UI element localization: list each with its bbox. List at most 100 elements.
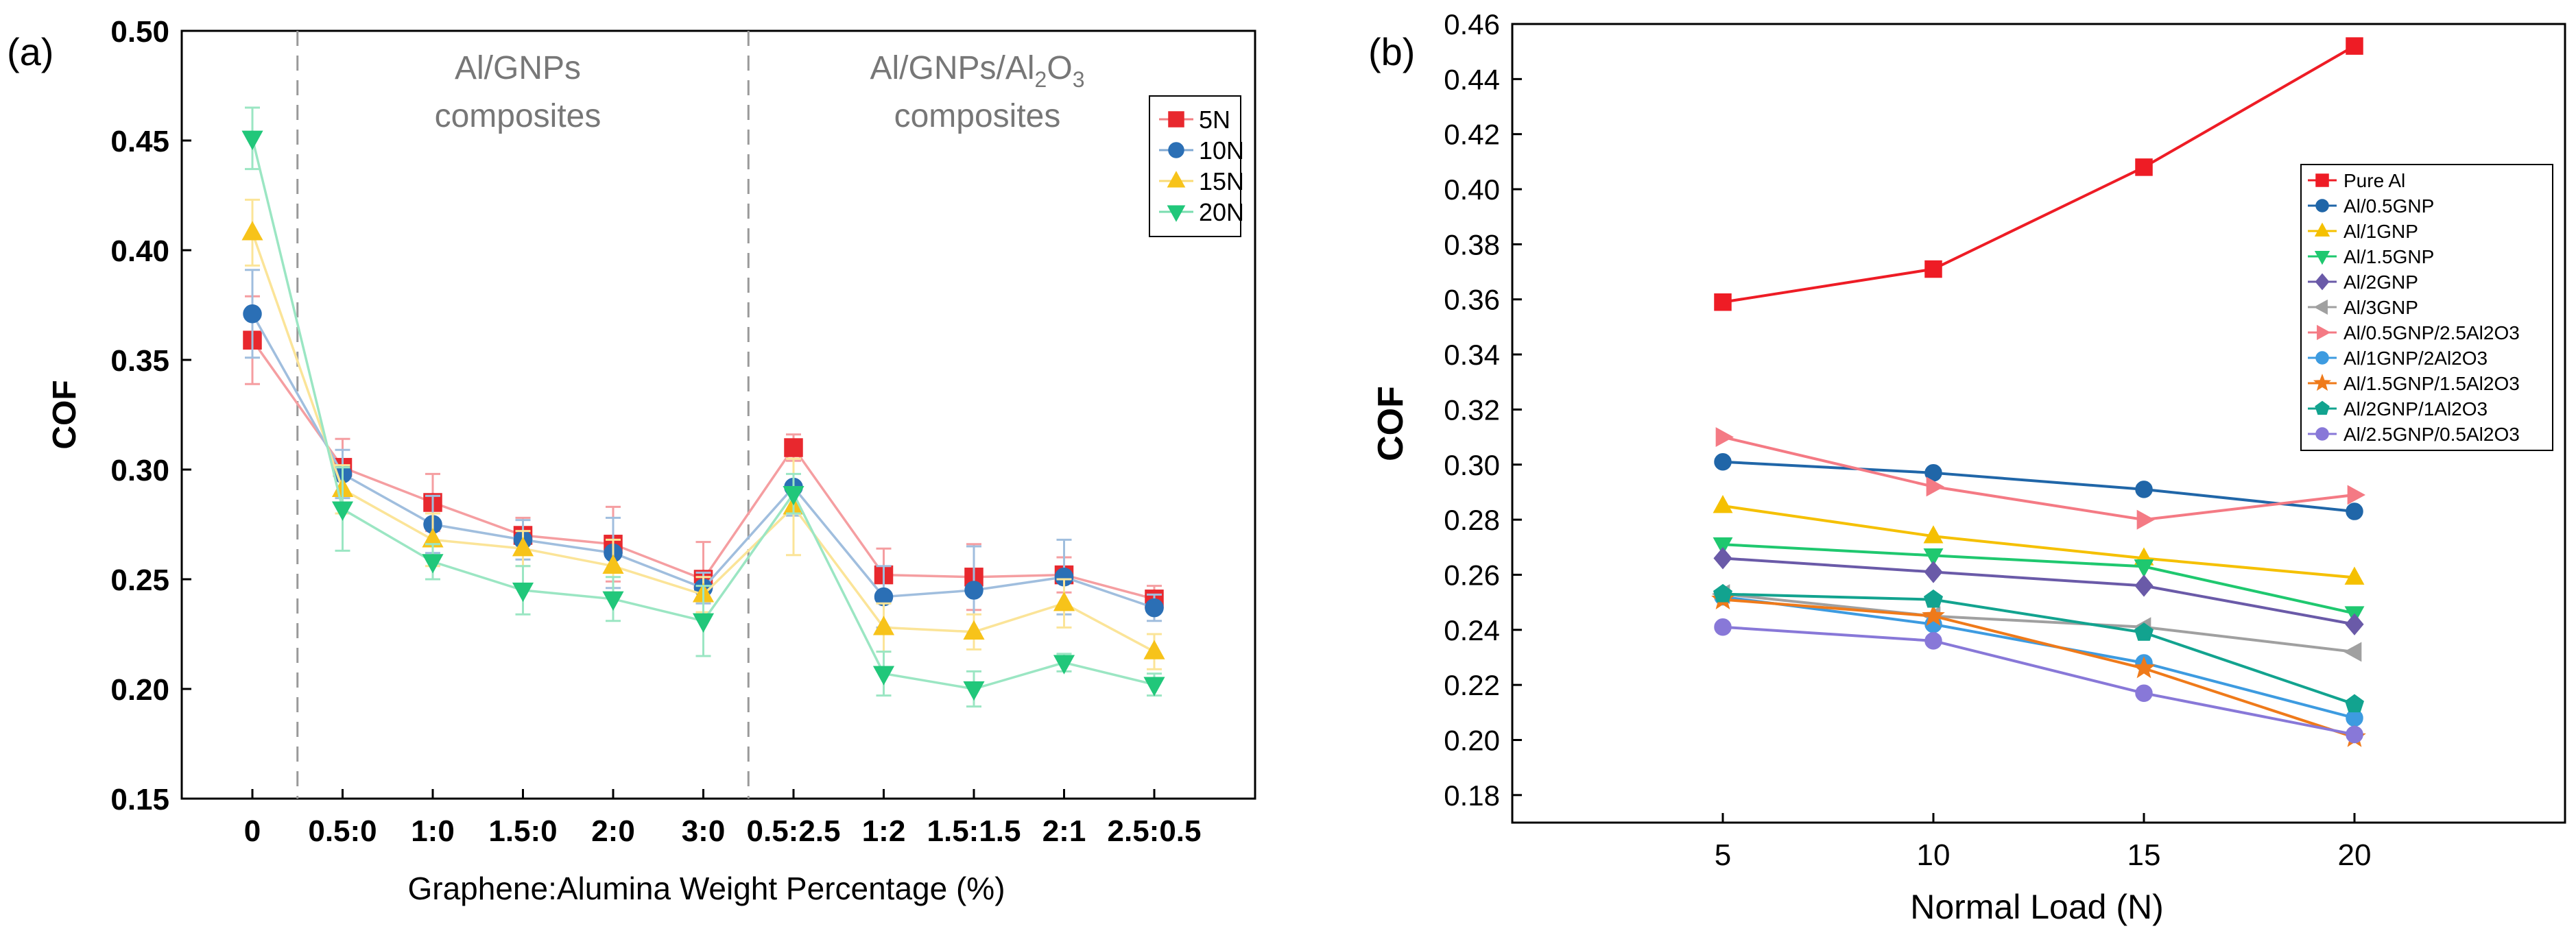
legend-marker (1167, 171, 1186, 188)
data-point (602, 554, 624, 574)
legend-label: Al/0.5GNP (2344, 195, 2434, 217)
data-point (1713, 495, 1733, 513)
y-tick-label-b: 0.34 (1444, 339, 1500, 371)
legend-item: Al/2GNP/1Al2O3 (2308, 398, 2488, 420)
y-tick-label-a: 0.35 (110, 344, 169, 378)
data-point (872, 616, 895, 635)
legend-label: Al/1.5GNP (2344, 246, 2434, 267)
legend-marker (2314, 251, 2330, 265)
data-point (1143, 677, 1165, 696)
data-point (2346, 37, 2363, 55)
x-tick-label-a: 1.5:0 (488, 814, 557, 848)
legend-item: 20N (1159, 198, 1244, 226)
x-tick-label-a: 2:1 (1042, 814, 1086, 848)
legend-marker (1167, 205, 1186, 222)
region-label-hybrid-line1: Al/GNPs/Al2O3 (870, 50, 1085, 92)
x-axis-ticks-a: 0 0.5:0 1:0 1.5:0 2:0 3:0 0.5:2.5 1:2 1.5:1.5 2:1… (244, 789, 1201, 848)
data-point (2344, 642, 2362, 662)
y-tick-label-b: 0.24 (1444, 614, 1500, 646)
data-point (1924, 260, 1942, 278)
y-tick-label-a: 0.15 (110, 783, 169, 816)
series-al-0-5gnp (1714, 452, 2363, 520)
series-group-a (241, 106, 1165, 708)
legend-label: Al/2GNP (2344, 271, 2418, 293)
region-label-hybrid-sub2: 3 (1073, 67, 1085, 92)
legend-item: Al/3GNP (2308, 297, 2418, 318)
y-tick-label-b: 0.40 (1444, 173, 1500, 206)
series-line (1722, 598, 2355, 739)
data-point (602, 591, 624, 611)
data-point (1924, 632, 1942, 650)
y-tick-label-b: 0.46 (1444, 8, 1500, 40)
data-point (2345, 613, 2364, 635)
data-point (2346, 725, 2363, 744)
legend-label: 10N (1199, 136, 1244, 165)
legend-label: Pure Al (2344, 170, 2405, 191)
legend-item: Al/1GNP/2Al2O3 (2308, 348, 2488, 369)
y-axis-label-a: COF (47, 380, 83, 449)
legend-label: 20N (1199, 198, 1244, 226)
series-al-2gnp (1713, 547, 2364, 635)
legend-label: Al/2GNP/1Al2O3 (2344, 398, 2488, 420)
series-al-0-5gnp-2-5al2o3 (1715, 427, 2365, 530)
legend-box-b (2300, 164, 2553, 451)
series-al-1gnp (1713, 495, 2365, 585)
series-pure-al (1714, 37, 2363, 311)
y-tick-label-b: 0.32 (1444, 393, 1500, 426)
x-tick-label-a: 3:0 (682, 814, 726, 848)
legend-item: Al/1.5GNP/1.5Al2O3 (2308, 373, 2520, 394)
y-tick-label-b: 0.20 (1444, 724, 1500, 756)
legend-item: Pure Al (2308, 170, 2405, 191)
plot-frame-a (180, 29, 1256, 800)
legend-label: Al/1GNP (2344, 221, 2418, 242)
y-tick-label-a: 0.45 (110, 125, 169, 158)
legend-label: 15N (1199, 167, 1244, 195)
y-tick-label-b: 0.18 (1444, 779, 1500, 812)
data-point (331, 501, 354, 521)
y-tick-label-b: 0.38 (1444, 228, 1500, 260)
series-5n (243, 295, 1164, 618)
data-point (2135, 158, 2153, 176)
legend-marker (2315, 273, 2330, 291)
y-tick-label-a: 0.25 (110, 563, 169, 597)
data-point (1714, 618, 1732, 636)
chart-panel-a: (a) 0.15 0.20 0.25 0.30 0.35 0.40 0.45 0.50 0 0.… (7, 15, 1256, 906)
series-line (1722, 592, 2355, 706)
data-point (1923, 589, 1944, 608)
x-tick-label-b: 10 (1917, 838, 1951, 872)
x-axis-label-a: Graphene:Alumina Weight Percentage (%) (407, 871, 1005, 906)
data-point (1715, 427, 1734, 448)
data-point (963, 681, 985, 701)
data-point (512, 582, 534, 603)
series-line (1722, 543, 2355, 615)
region-dividers (296, 31, 750, 799)
x-tick-label-a: 0.5:2.5 (747, 814, 841, 848)
legend-item: Al/2GNP (2308, 271, 2418, 293)
data-point (422, 554, 444, 574)
region-label-hybrid-pre: Al/GNPs/Al (870, 50, 1035, 86)
y-tick-label-a: 0.40 (110, 234, 169, 268)
data-point (1713, 583, 1733, 603)
data-point (2344, 694, 2365, 713)
legend-marker (2317, 324, 2331, 341)
x-tick-label-b: 15 (2127, 838, 2161, 872)
legend-label: Al/1GNP/2Al2O3 (2344, 348, 2488, 369)
legend-item: Al/1.5GNP (2308, 246, 2434, 267)
y-axis-ticks-b: 0.18 0.20 0.22 0.24 0.26 0.28 0.30 0.32 0.34 0.36… (1444, 8, 1522, 812)
y-tick-label-b: 0.28 (1444, 504, 1500, 536)
data-point (964, 581, 983, 600)
series-line (1722, 505, 2355, 579)
x-tick-label-a: 0 (244, 814, 261, 848)
data-point (1713, 547, 1732, 570)
series-20n (241, 106, 1165, 708)
series-line (1722, 625, 2355, 736)
legend-item: Al/1GNP (2308, 221, 2418, 242)
x-tick-label-a: 0.5:0 (308, 814, 377, 848)
data-point (692, 613, 715, 633)
y-tick-label-b: 0.26 (1444, 559, 1500, 591)
data-point (241, 130, 263, 150)
legend-marker (2315, 199, 2329, 213)
region-label-hybrid-line2: composites (894, 98, 1061, 134)
